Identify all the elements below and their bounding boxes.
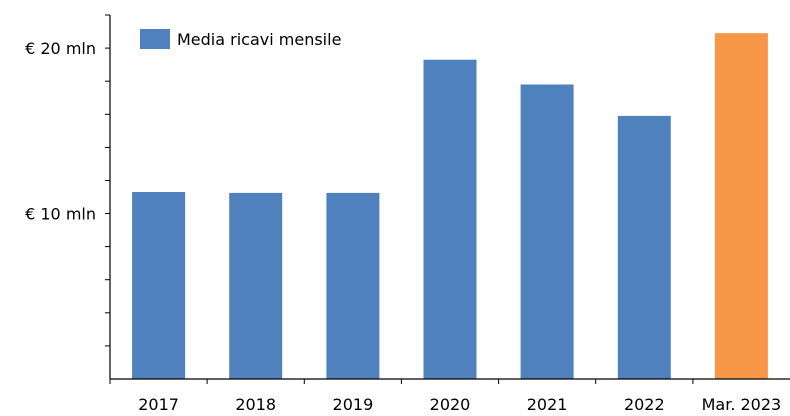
bar-2019 xyxy=(326,192,380,379)
bars xyxy=(132,33,768,380)
bar-2021 xyxy=(520,84,574,379)
bar-2022 xyxy=(617,115,671,380)
x-tick-label: 2022 xyxy=(624,395,665,414)
x-tick-label: Mar. 2023 xyxy=(702,395,782,414)
bar-mar-2023 xyxy=(714,33,768,379)
bar-2018 xyxy=(229,192,283,379)
bar-2020 xyxy=(423,59,477,379)
ticks: € 10 mln € 20 mln 2017 2018 2019 2020 2021 2022… xyxy=(25,14,782,414)
y-tick-label: € 10 mln xyxy=(25,205,96,224)
x-tick-label: 2019 xyxy=(333,395,374,414)
legend-swatch xyxy=(140,29,170,49)
legend-label: Media ricavi mensile xyxy=(177,30,341,49)
y-tick-label: € 20 mln xyxy=(25,39,96,58)
x-tick-label: 2021 xyxy=(527,395,568,414)
x-tick-label: 2020 xyxy=(430,395,471,414)
x-tick-label: 2017 xyxy=(138,395,179,414)
axes xyxy=(109,15,790,380)
x-tick-label: 2018 xyxy=(235,395,276,414)
legend: Media ricavi mensile xyxy=(140,29,341,49)
bar-2017 xyxy=(132,192,186,379)
